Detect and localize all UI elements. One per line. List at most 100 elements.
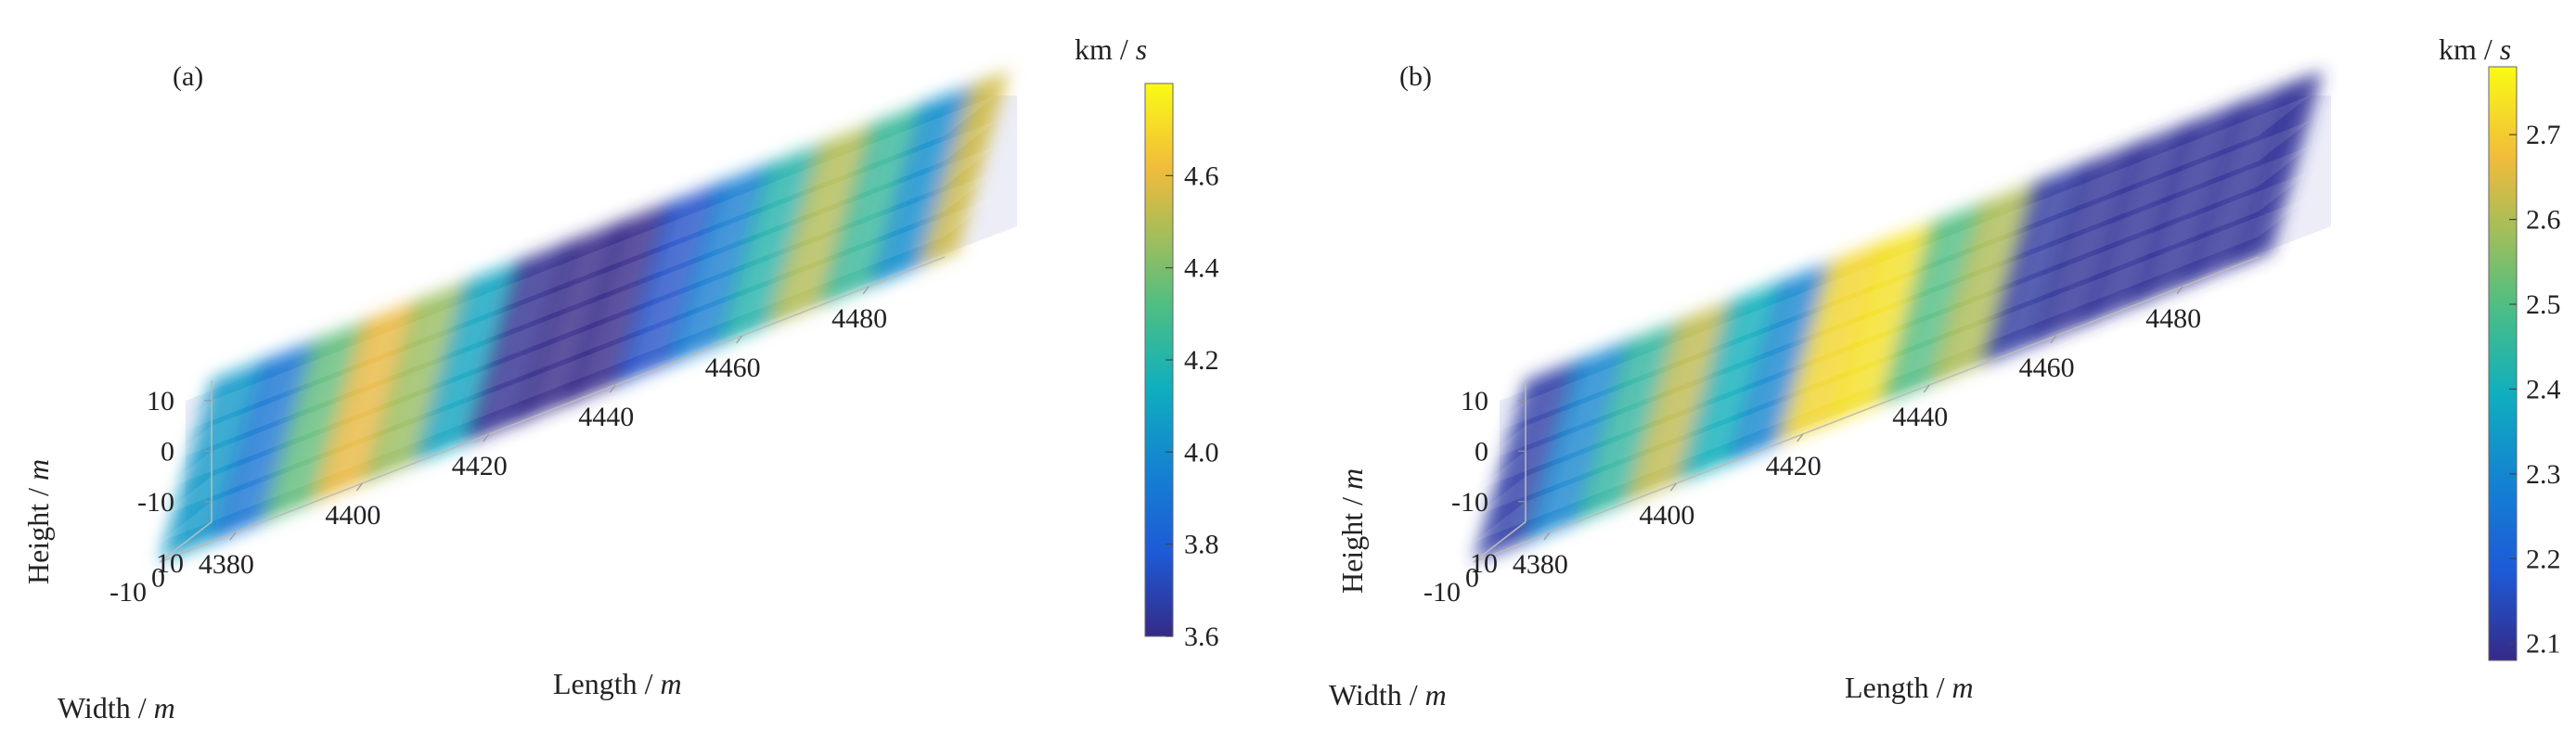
y-tick-label: 0 [151,562,165,593]
velocity-slice-layers-b [1474,95,2311,543]
velocity-band [463,237,579,444]
x-tick-label: 4440 [1892,402,1948,432]
colorbar-tick-label: 4.2 [1184,345,1219,376]
velocity-slices-b [1474,70,2324,562]
x-tick [2176,286,2183,295]
z-tick-label: 10 [147,386,174,416]
velocity-band [1676,276,1792,484]
velocity-band [160,355,276,562]
slice-layer [1474,146,2311,492]
velocity-band [261,316,377,523]
slice-layer [1474,171,2311,517]
x-tick-label: 4460 [2019,352,2075,383]
volume-render-a [160,70,1017,562]
velocity-band [2132,99,2248,307]
colorbar-tick-label: 3.8 [1184,530,1219,560]
x-axis-title-b: Length / m [1845,671,1974,704]
y-axis-line [1473,521,1526,563]
velocity-band [2183,80,2299,287]
velocity-band [1474,355,1590,562]
z-tick-label: -10 [137,487,174,518]
slice-layer [160,171,997,517]
slice-layer [1474,95,2311,442]
colorbar-tick-label: 4.0 [1184,437,1219,468]
x-tick-label: 4480 [831,303,887,334]
velocity-band [1979,159,2096,365]
colorbar-tick-label: 2.1 [2526,629,2561,660]
slice-layer [1474,121,2311,467]
velocity-band [412,257,529,464]
z-tick-label: 10 [1461,386,1488,416]
velocity-band [514,217,630,425]
x-tick-label: 4400 [325,500,380,531]
colorbar-title-a: km / s [1075,32,1147,66]
y-tick-label: -10 [1423,577,1461,608]
volume-render-b [1474,70,2331,562]
x-tick [736,335,743,344]
velocity-band [1575,316,1691,523]
x-tick-label: 4400 [1639,500,1694,531]
velocity-band [2030,138,2146,346]
x-tick-label: 4480 [2145,303,2201,334]
y-tick-label: 10 [156,548,184,579]
x-tick [862,286,869,295]
velocity-band [564,198,680,405]
panel-label-a: (a) [173,61,203,92]
velocity-band [869,80,985,287]
velocity-band [1828,217,1944,425]
colorbar-tick-label: 4.4 [1184,253,1219,284]
velocity-band [2233,70,2324,267]
velocity-band [1929,178,2045,385]
colorbar-ticks-b: 2.7 2.6 2.5 2.4 2.3 2.2 2.1 [2509,120,2561,660]
colorbar-tick-label: 2.2 [2526,544,2561,574]
slice-layer [160,95,997,442]
colorbar-a: km / s 4.6 4.4 4.2 4.0 3.8 3.6 [1075,32,1219,652]
x-tick [1543,532,1551,541]
x-tick [483,433,490,442]
z-axis-title-a: Height / m [21,459,55,584]
slice-layer [160,196,997,543]
velocity-band [1524,336,1640,543]
velocity-slice-layers-a [160,95,997,543]
colorbar-tick-label: 2.5 [2526,289,2561,320]
colorbar-tick-label: 4.6 [1184,160,1219,191]
velocity-band [615,178,731,385]
z-tick-label: 0 [161,436,174,467]
x-tick [1797,433,1804,442]
velocity-band [1777,237,1893,444]
x-axis-title-a: Length / m [553,667,682,700]
y-axis-title-b: Width / m [1329,678,1447,711]
velocity-band [818,99,934,307]
y-tick-label: -10 [109,577,147,608]
x-tick [2050,335,2057,344]
velocity-band [311,296,427,504]
colorbar-b: km / s 2.7 2.6 2.5 2.4 2.3 2.2 2.1 [2439,32,2561,661]
x-axis-line [159,256,946,563]
colorbar-title-b: km / s [2439,32,2511,66]
colorbar-tick-label: 2.6 [2526,205,2561,236]
velocity-band [1625,296,1741,504]
panel-label-b: (b) [1399,61,1432,92]
x-tick [1669,482,1677,492]
colorbar-gradient-b [2488,66,2518,661]
velocity-band [766,119,883,327]
y-axis-title-a: Width / m [58,691,175,724]
velocity-band [716,138,832,346]
velocity-band [919,70,1010,267]
x-tick [229,532,237,541]
x-tick-label: 4380 [1513,549,1568,580]
slice-layer [1474,196,2311,543]
z-tick-label: -10 [1451,487,1488,518]
y-tick-label: 0 [1465,562,1479,593]
velocity-band [2080,119,2197,327]
x-tick-label: 4380 [199,549,254,580]
z-tick-label: 0 [1475,436,1488,467]
slice-layer [160,146,997,492]
colorbar-tick-label: 2.7 [2526,120,2561,150]
x-axis-line [1473,256,2260,563]
